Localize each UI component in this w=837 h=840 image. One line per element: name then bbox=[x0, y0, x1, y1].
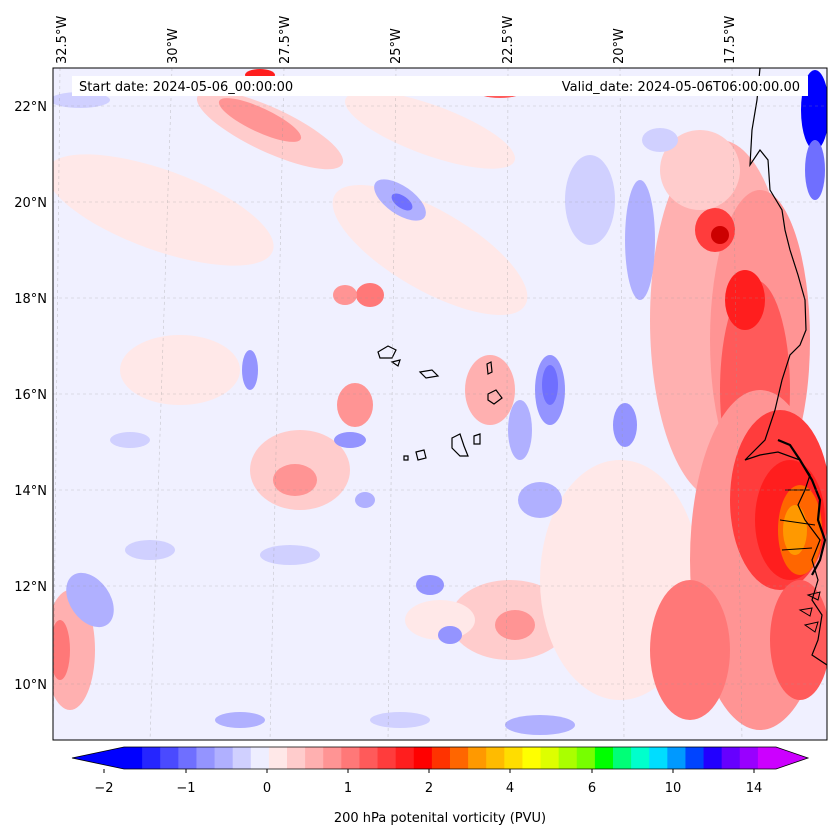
colorbar-bin bbox=[576, 747, 596, 769]
lat-label: 22°N bbox=[14, 100, 47, 115]
colorbar-bin bbox=[486, 747, 505, 769]
colorbar-bin bbox=[287, 747, 306, 769]
colorbar-tick: 14 bbox=[746, 781, 763, 796]
lon-label: 25°W bbox=[389, 28, 404, 64]
colorbar-bin bbox=[341, 747, 360, 769]
pv-negative-field bbox=[53, 70, 827, 735]
colorbar-bin bbox=[739, 747, 759, 769]
colorbar-tick: 0 bbox=[263, 781, 271, 796]
colorbar-tick: 6 bbox=[588, 781, 596, 796]
lon-label: 30°W bbox=[166, 28, 181, 64]
cape-verde-santiago bbox=[451, 433, 469, 457]
colorbar-bin bbox=[558, 747, 578, 769]
colorbar-bin bbox=[323, 747, 342, 769]
colorbar-bin bbox=[395, 747, 415, 769]
cape-verde-maio bbox=[473, 433, 481, 445]
colorbar-tick: −2 bbox=[94, 781, 113, 796]
colorbar-bin bbox=[431, 747, 451, 769]
colorbar-bin bbox=[504, 747, 523, 769]
colorbar-bin bbox=[594, 747, 614, 769]
colorbar-bin bbox=[667, 747, 686, 769]
colorbar-bin bbox=[721, 747, 741, 769]
colorbar-bin bbox=[685, 747, 705, 769]
colorbar-bin bbox=[468, 747, 487, 769]
cape-verde-sal bbox=[486, 361, 493, 375]
colorbar-tick: −1 bbox=[176, 781, 195, 796]
lat-label: 10°N bbox=[14, 678, 47, 693]
colorbar-bin bbox=[377, 747, 397, 769]
colorbar-bin bbox=[540, 747, 560, 769]
colorbar bbox=[71, 746, 810, 773]
colorbar-bin bbox=[232, 747, 252, 769]
lat-label: 20°N bbox=[14, 196, 47, 211]
colorbar-bin bbox=[613, 747, 632, 769]
start-date-label: Start date: 2024-05-06_00:00:00 bbox=[79, 80, 293, 95]
lon-label: 17.5°W bbox=[723, 16, 738, 64]
coastlines bbox=[377, 68, 827, 666]
colorbar-bin bbox=[631, 747, 650, 769]
colorbar-tick-labels: −2 −1 0 1 2 4 6 10 14 bbox=[94, 781, 762, 796]
colorbar-extend-high bbox=[776, 747, 808, 769]
colorbar-bin bbox=[649, 747, 668, 769]
colorbar-tick: 10 bbox=[665, 781, 682, 796]
colorbar-bin bbox=[142, 747, 161, 769]
lon-label: 32.5°W bbox=[55, 16, 70, 64]
latitude-labels: 22°N 20°N 18°N 16°N 14°N 12°N 10°N bbox=[14, 100, 47, 693]
title-strip bbox=[72, 76, 808, 96]
colorbar-bin bbox=[450, 747, 469, 769]
colorbar-bin bbox=[268, 747, 288, 769]
longitude-labels: 32.5°W 30°W 27.5°W 25°W 22.5°W 20°W 17.5… bbox=[55, 16, 738, 64]
colorbar-outline bbox=[71, 746, 810, 770]
cape-verde-sao-vicente bbox=[390, 359, 401, 367]
colorbar-label: 200 hPa potenital vorticity (PVU) bbox=[334, 811, 546, 826]
map-frame bbox=[52, 67, 828, 741]
valid-date-label: Valid_date: 2024-05-06T06:00:00.00 bbox=[562, 80, 800, 95]
cape-verde-sao-nicolau bbox=[418, 369, 440, 379]
colorbar-bin bbox=[124, 747, 143, 769]
colorbar-tick: 4 bbox=[506, 781, 514, 796]
gambia-senegal-border bbox=[777, 438, 827, 576]
lon-label: 22.5°W bbox=[501, 16, 516, 64]
colorbar-bin bbox=[178, 747, 197, 769]
lon-label: 27.5°W bbox=[278, 16, 293, 64]
colorbar-bin bbox=[703, 747, 723, 769]
colorbar-bin bbox=[250, 747, 270, 769]
colorbar-bin bbox=[160, 747, 179, 769]
bijagos-islands bbox=[798, 591, 821, 633]
colorbar-bin bbox=[305, 747, 324, 769]
colorbar-bin bbox=[214, 747, 234, 769]
cape-verde-brava bbox=[403, 455, 409, 461]
colorbar-bin bbox=[522, 747, 542, 769]
map-panel bbox=[53, 68, 827, 740]
colorbar-bin bbox=[196, 747, 216, 769]
gridlines bbox=[53, 68, 827, 740]
cape-verde-boa-vista bbox=[487, 389, 503, 405]
colorbar-tick: 2 bbox=[425, 781, 433, 796]
colorbar-bin bbox=[413, 747, 433, 769]
colorbar-bin bbox=[757, 747, 777, 769]
colorbar-bin bbox=[359, 747, 379, 769]
lat-label: 16°N bbox=[14, 388, 47, 403]
lat-label: 14°N bbox=[14, 484, 47, 499]
colorbar-tick: 1 bbox=[344, 781, 352, 796]
cape-verde-fogo bbox=[415, 449, 427, 461]
cape-verde-santo-antao bbox=[377, 345, 397, 359]
colorbar-extend-low bbox=[72, 747, 124, 769]
lat-label: 12°N bbox=[14, 580, 47, 595]
lon-label: 20°W bbox=[612, 28, 627, 64]
lat-label: 18°N bbox=[14, 292, 47, 307]
